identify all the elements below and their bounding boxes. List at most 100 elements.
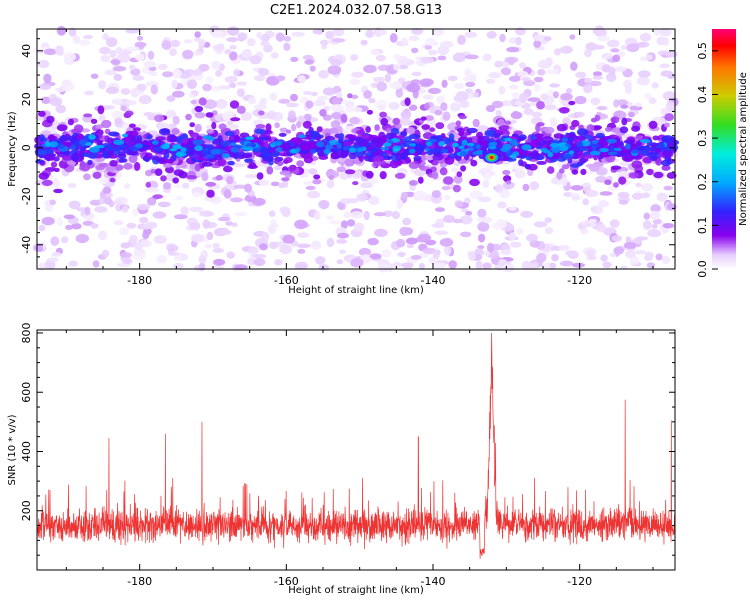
heatmap-cell bbox=[227, 160, 235, 166]
heatmap-cell bbox=[215, 69, 222, 77]
heatmap-cell bbox=[144, 152, 153, 159]
heatmap-cell bbox=[549, 117, 558, 127]
heatmap-cell bbox=[176, 196, 184, 201]
heatmap-cell bbox=[256, 32, 263, 39]
heatmap-cell bbox=[185, 113, 192, 121]
heatmap-cell bbox=[512, 92, 520, 98]
heatmap-cell bbox=[180, 206, 189, 216]
heatmap-cell bbox=[226, 124, 239, 130]
heatmap-cell bbox=[189, 132, 200, 138]
heatmap-cell bbox=[619, 160, 630, 167]
heatmap-cell bbox=[356, 147, 364, 153]
heatmap-cell bbox=[620, 265, 628, 270]
heatmap-cell bbox=[411, 47, 419, 54]
heatmap-cell bbox=[660, 107, 669, 116]
heatmap-cell bbox=[137, 35, 144, 41]
heatmap-cell bbox=[380, 117, 389, 126]
heatmap-cell bbox=[595, 176, 608, 183]
heatmap-cell bbox=[126, 222, 137, 229]
heatmap-cell bbox=[478, 196, 492, 203]
heatmap-cell bbox=[588, 80, 602, 87]
heatmap-cell bbox=[434, 230, 449, 235]
heatmap-cell bbox=[477, 208, 487, 218]
heatmap-cell bbox=[317, 150, 324, 157]
heatmap-cell bbox=[422, 94, 434, 100]
heatmap-cell bbox=[67, 183, 77, 188]
snr-x-tick-label: -160 bbox=[274, 575, 299, 588]
heatmap-cell bbox=[282, 234, 296, 244]
heatmap-cell bbox=[108, 131, 120, 137]
heatmap-cell bbox=[666, 172, 677, 179]
heatmap-cell bbox=[496, 218, 507, 229]
snr-x-tick-label: -120 bbox=[567, 575, 592, 588]
heatmap-cell bbox=[656, 192, 668, 202]
heatmap-cell bbox=[392, 261, 402, 268]
heatmap-cell bbox=[259, 129, 266, 135]
heatmap-cell bbox=[408, 148, 416, 154]
heatmap-cell bbox=[464, 31, 477, 38]
heatmap-cell bbox=[639, 150, 649, 156]
heatmap-cell bbox=[639, 32, 652, 42]
heatmap-cell bbox=[646, 54, 653, 60]
heatmap-cell bbox=[321, 44, 328, 50]
heatmap-cell bbox=[115, 146, 125, 151]
heatmap-cell bbox=[114, 117, 123, 125]
heatmap-cell bbox=[212, 242, 220, 249]
heatmap-cell bbox=[281, 177, 290, 182]
heatmap-cell bbox=[274, 259, 283, 266]
heatmap-cell bbox=[504, 137, 512, 142]
heatmap-cell bbox=[111, 98, 124, 105]
heatmap-cell bbox=[198, 63, 210, 72]
heatmap-cell bbox=[611, 235, 623, 242]
heatmap-cell bbox=[302, 120, 312, 129]
heatmap-cell bbox=[118, 158, 128, 163]
heatmap-cell bbox=[70, 144, 77, 151]
heatmap-cell bbox=[182, 49, 194, 59]
heatmap-cell bbox=[394, 172, 406, 179]
heatmap-cell bbox=[595, 132, 605, 139]
heatmap-cell bbox=[186, 175, 198, 180]
heatmap-cell bbox=[544, 36, 552, 42]
heatmap-cell bbox=[392, 117, 401, 126]
heatmap-cell bbox=[662, 91, 676, 101]
heatmap-cell bbox=[248, 96, 257, 105]
heatmap-cell bbox=[435, 207, 445, 213]
heatmap-cell bbox=[462, 76, 474, 82]
heatmap-cell bbox=[147, 115, 156, 121]
heatmap-cell bbox=[340, 113, 348, 123]
heatmap-cell bbox=[138, 94, 152, 105]
heatmap-cell bbox=[315, 256, 326, 265]
heatmap-cell bbox=[432, 171, 439, 180]
heatmap-cell bbox=[663, 185, 673, 191]
heatmap-cell bbox=[635, 102, 642, 108]
heatmap-cell bbox=[230, 197, 244, 203]
heatmap-cell bbox=[623, 241, 637, 249]
colorbar-tick-label: 0.4 bbox=[696, 86, 709, 104]
heatmap-cell bbox=[319, 109, 327, 117]
heatmap-cell bbox=[591, 140, 599, 144]
heatmap-cell bbox=[206, 189, 215, 198]
heatmap-cell bbox=[344, 158, 355, 167]
heatmap-cell bbox=[575, 71, 587, 79]
heatmap-cell bbox=[589, 150, 601, 156]
heatmap-cell bbox=[163, 142, 170, 149]
heatmap-cell bbox=[314, 210, 321, 221]
snr-x-tick-label: -140 bbox=[421, 575, 446, 588]
heatmap-cell bbox=[249, 55, 262, 65]
heatmap-cell bbox=[339, 152, 347, 159]
heatmap-cell bbox=[467, 251, 476, 261]
heatmap-cell bbox=[60, 81, 75, 92]
heatmap-cell bbox=[458, 130, 465, 137]
heatmap-cell bbox=[613, 182, 619, 188]
heatmap-cell bbox=[79, 139, 87, 145]
heatmap-cell bbox=[565, 250, 578, 256]
heatmap-cell bbox=[129, 234, 138, 244]
heatmap-cell bbox=[456, 128, 465, 133]
heatmap-cell bbox=[568, 150, 575, 155]
heatmap-cell bbox=[99, 46, 111, 55]
heatmap-cell bbox=[67, 118, 74, 126]
heatmap-cell bbox=[395, 154, 403, 162]
heatmap-cell bbox=[310, 149, 317, 154]
heatmap-cell bbox=[375, 29, 388, 36]
heatmap-cell bbox=[356, 129, 366, 135]
